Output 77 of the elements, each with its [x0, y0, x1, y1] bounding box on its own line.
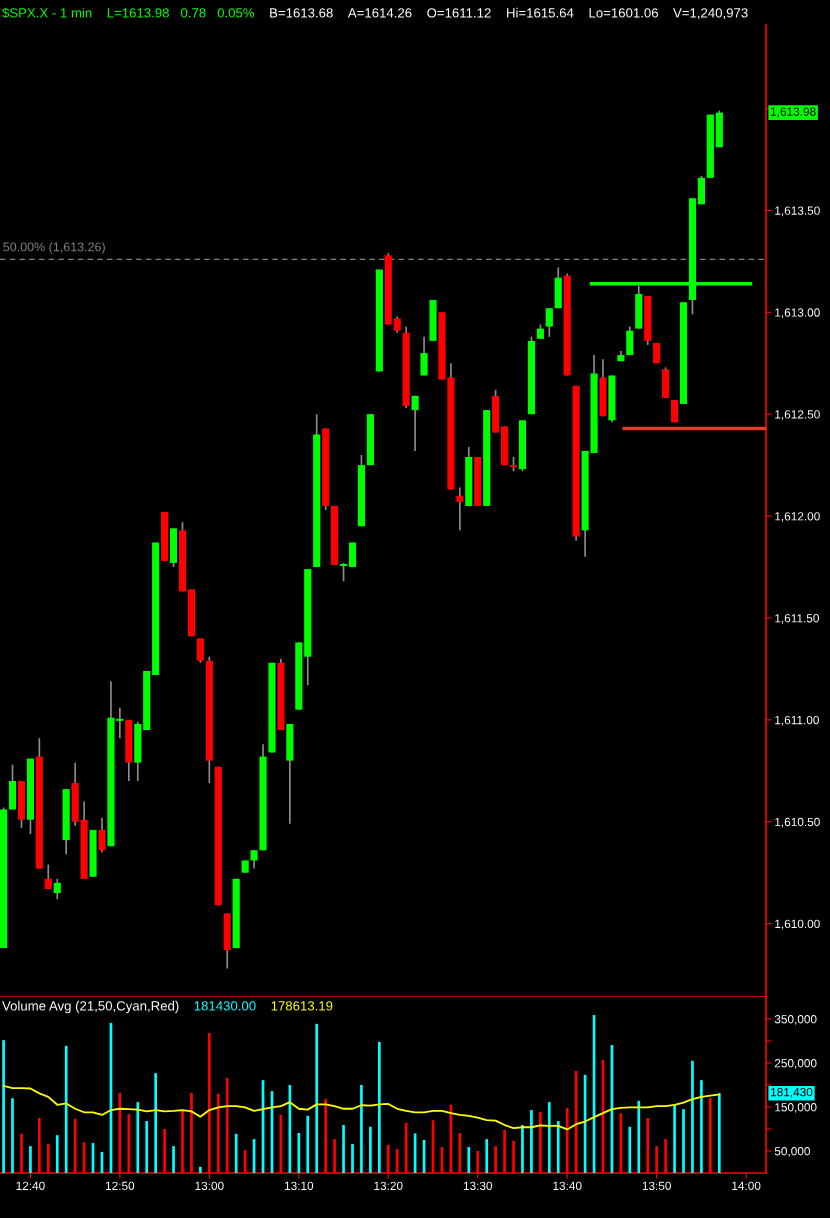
chart-title: Volume Avg (21,50,Cyan,Red)	[2, 1000, 179, 1014]
bar	[717, 1093, 721, 1173]
y-tick-label: 1,612.50	[775, 410, 820, 420]
text: V=1,240,973	[673, 8, 748, 20]
bar	[547, 1102, 551, 1173]
bar	[556, 1121, 560, 1173]
y-tick-label: 150,000	[775, 1103, 817, 1113]
y-tick-label: 1,610.00	[775, 919, 820, 930]
y-tick-label: 1,611.50	[775, 614, 819, 624]
bar	[154, 1073, 158, 1173]
text: 1,613.98	[771, 107, 816, 118]
candlestick	[420, 335, 428, 377]
x-tick-label: 13:00	[195, 1181, 224, 1190]
x-tick-label: 12:40	[16, 1181, 45, 1190]
x-tick-label: 13:30	[463, 1181, 493, 1190]
candlestick	[456, 486, 464, 532]
bar	[673, 1104, 676, 1173]
bar	[64, 1045, 68, 1173]
bar	[691, 1060, 694, 1173]
bar	[369, 1126, 372, 1173]
text: A=1614.26	[347, 8, 412, 18]
bar	[467, 1147, 471, 1173]
text: Hi=1615.64	[507, 7, 574, 18]
candlestick	[196, 637, 204, 664]
bar	[2, 1040, 5, 1173]
bar	[199, 1166, 202, 1173]
text: 181,430	[771, 1087, 813, 1098]
bar	[485, 1139, 489, 1173]
candlestick	[250, 849, 258, 870]
bar	[628, 1126, 632, 1173]
bar	[521, 1125, 524, 1173]
y-tick-label: 1,610.50	[775, 817, 820, 828]
candlestick	[411, 395, 419, 452]
candlestick	[53, 877, 61, 901]
chart-title: $SPX.X - 1 min	[2, 7, 92, 19]
y-tick-label: 50,000	[774, 1147, 810, 1157]
candlestick	[98, 816, 106, 854]
bar	[172, 1146, 175, 1173]
bar	[306, 1115, 310, 1173]
bar	[637, 1100, 641, 1173]
x-tick-label: 13:40	[553, 1181, 582, 1190]
x-tick-label: 13:20	[374, 1181, 403, 1190]
bar	[682, 1109, 685, 1173]
candlestick	[44, 863, 52, 890]
ref-line-label: 50.00% (1,613.26)	[3, 242, 105, 254]
x-tick-label: 12:50	[106, 1181, 135, 1190]
text: B=1613.68	[270, 8, 333, 18]
y-tick-label: 350,000	[774, 1015, 817, 1025]
y-tick-label: 250,000	[774, 1059, 817, 1069]
annotation: 181430.00	[194, 1001, 256, 1011]
bar	[700, 1080, 703, 1173]
bar	[378, 1041, 381, 1173]
bar	[315, 1023, 319, 1173]
text: O=1611.12	[427, 8, 491, 18]
y-tick-label: 1,611.00	[775, 715, 819, 726]
annotation: 178613.19	[271, 1001, 333, 1011]
x-tick-label: 13:50	[642, 1181, 671, 1190]
y-tick-label: 1,612.00	[775, 512, 820, 522]
bar	[342, 1125, 345, 1173]
bar	[136, 1102, 140, 1173]
bar	[29, 1146, 32, 1173]
bar	[11, 1098, 14, 1173]
candlestick	[545, 307, 553, 338]
bar	[234, 1133, 238, 1173]
y-tick-label: 1,613.00	[775, 308, 820, 319]
line-series	[2, 1084, 721, 1131]
y-tick-label: 1,613.50	[775, 206, 820, 217]
chart-subtitle: L=1613.98 0.78 0.05%	[107, 8, 255, 18]
bar	[55, 1135, 59, 1173]
bar	[530, 1110, 533, 1173]
bar	[360, 1085, 363, 1173]
bar	[145, 1121, 149, 1173]
x-tick-label: 13:10	[284, 1181, 314, 1190]
bar	[297, 1132, 301, 1173]
text: Lo=1601.06	[589, 8, 658, 18]
x-tick-label: 14:00	[732, 1181, 761, 1190]
bar	[351, 1143, 354, 1173]
